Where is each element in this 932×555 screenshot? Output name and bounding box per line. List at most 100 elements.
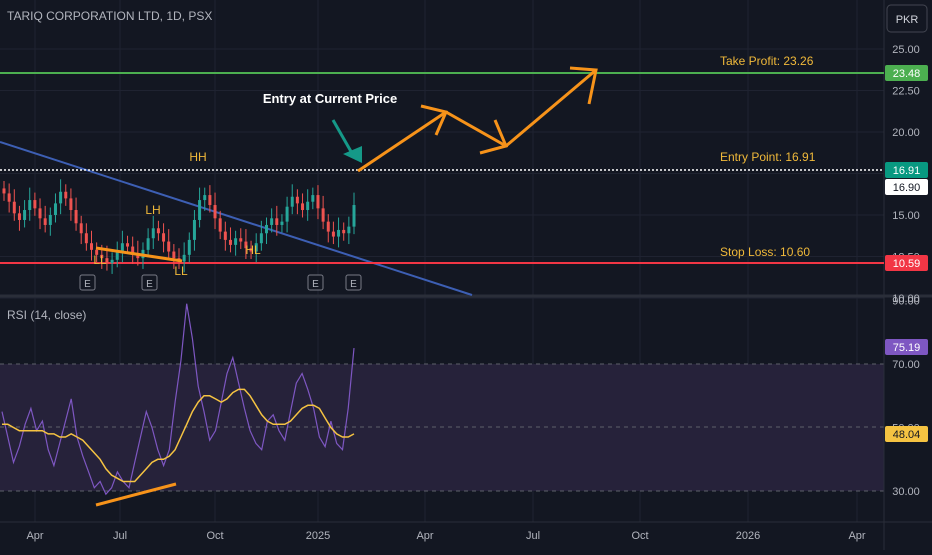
candle [234,230,238,256]
candle [306,189,310,221]
candle [203,187,207,211]
candle [337,217,341,248]
candle [12,189,16,221]
rsi-ma-line[interactable] [2,388,355,483]
candle [295,189,299,215]
price-axis-tick: 15.00 [892,210,920,222]
price-axis-tick: 22.50 [892,86,920,98]
candle [84,223,88,251]
rsi-axis-tick: 90.00 [892,296,920,308]
take-profit-price-tag-text: 23.48 [893,68,921,80]
earnings-marker-label: E [84,279,91,290]
candle [352,192,356,235]
candle [115,241,119,268]
swing-label-lh: LH [145,203,160,217]
price-axis-tick: 20.00 [892,127,920,139]
candle [342,222,346,241]
candle [64,184,68,206]
candle [198,187,202,228]
swing-label-ll-first: LL [93,253,107,267]
candle [53,193,57,223]
rsi-divergence-line [95,482,177,507]
earnings-marker-label: E [312,279,319,290]
currency-button-label: PKR [896,14,919,26]
take-profit-price-tag [885,65,928,81]
candle [301,193,305,218]
candle [270,208,274,233]
candle [126,235,130,255]
candle [280,214,284,233]
current-price-tag [885,179,928,195]
earnings-marker[interactable]: E [345,274,362,291]
rsi-ma-value-tag-text: 48.04 [893,429,921,441]
candle [192,210,196,251]
candle [311,187,315,210]
candle [347,216,351,245]
candle [23,200,27,228]
stop-loss-price-tag [885,255,928,271]
candle [259,220,263,251]
time-axis[interactable]: Apr Jul Oct 2025 Apr Jul Oct 2026 Apr [26,530,865,542]
candle [265,217,268,245]
earnings-marker[interactable]: E [79,274,96,291]
candle [146,228,150,258]
entry-price-tag-text: 16.91 [893,165,921,177]
earnings-marker[interactable]: E [307,274,324,291]
symbol-title: TARIQ CORPORATION LTD, 1D, PSX [7,9,212,23]
candle [156,220,160,241]
candle [48,207,52,236]
candle [290,184,294,215]
entry-price-tag [885,162,928,178]
candle [7,183,11,213]
time-axis-tick: Jul [526,530,540,542]
stop-loss-label: Stop Loss: 10.60 [720,245,810,259]
time-axis-tick: Apr [848,530,865,542]
projection-arrowhead [569,66,598,105]
price-axis-tick: 10.00 [892,293,920,305]
earnings-marker[interactable]: E [141,274,158,291]
candle [162,223,166,253]
time-axis-tick: Oct [206,530,223,542]
rsi-value-tag [885,339,928,355]
earnings-marker-label: E [146,279,153,290]
rsi-line[interactable] [1,303,355,496]
candle [95,242,99,263]
candle [33,192,37,216]
price-axis-tick: 25.00 [892,44,920,56]
swing-label-ll-second: LL [174,264,188,278]
candle [321,195,325,230]
rsi-panel-label: RSI (14, close) [7,308,86,322]
candle [167,229,171,259]
candle [316,185,320,220]
candle [59,179,63,215]
swing-label-hh: HH [189,150,206,164]
candle [285,196,289,233]
candle [249,240,253,259]
time-axis-tick: Apr [416,530,433,542]
candle [120,230,124,263]
candle [28,187,32,221]
descending-trendline[interactable] [0,141,473,296]
candle [172,244,176,269]
entry-arrow-icon [331,119,362,163]
candle [17,205,21,231]
projection-path[interactable] [357,68,597,173]
candles-group [2,179,356,274]
candle [43,205,47,233]
earnings-marker-label: E [350,279,357,290]
currency-button[interactable]: PKR [886,4,928,33]
candle [275,205,279,236]
rsi-axis-tick: 70.00 [892,359,920,371]
current-price-tag-text: 16.90 [893,182,921,194]
rsi-value-tag-text: 75.19 [893,342,921,354]
candle [131,236,135,264]
candle [254,233,258,263]
time-axis-tick: Jul [113,530,127,542]
candle [187,232,191,263]
candle [69,188,73,221]
candle [218,210,222,240]
candle [331,221,335,245]
projection-arrowhead [420,104,449,136]
